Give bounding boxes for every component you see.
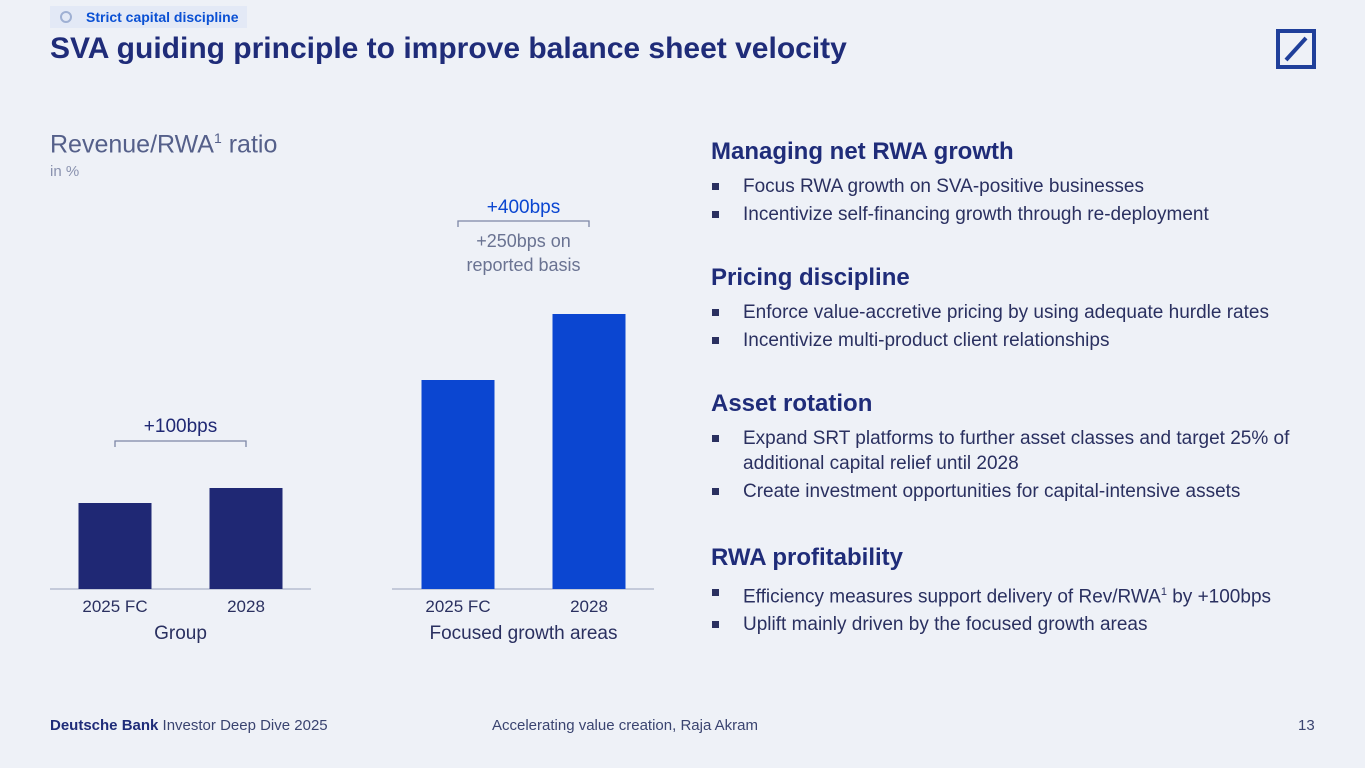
annotation-bracket (457, 220, 590, 227)
chart-title: Revenue/RWA1 ratio (50, 130, 278, 159)
section-asset-rotation: Asset rotation Expand SRT platforms to f… (711, 390, 1331, 507)
chart-unit: in % (50, 163, 80, 180)
bullet-item: Uplift mainly driven by the focused grow… (711, 612, 1331, 637)
section-tag-label: Strict capital discipline (86, 9, 239, 25)
deutsche-bank-logo-icon (1276, 29, 1316, 69)
annotation-subtext: +250bps on reported basis (466, 231, 580, 275)
bullet-item: Incentivize multi-product client relatio… (711, 328, 1331, 353)
section-tag: Strict capital discipline (50, 6, 247, 28)
section-pricing: Pricing discipline Enforce value-accreti… (711, 264, 1331, 356)
x-tick-label: 2028 (570, 597, 608, 616)
bullet-item: Efficiency measures support delivery of … (711, 580, 1331, 609)
chart-group-title: Group (154, 623, 207, 644)
annotation-label: +100bps (144, 416, 217, 437)
section-heading: Managing net RWA growth (711, 138, 1014, 165)
footer-center: Accelerating value creation, Raja Akram (492, 717, 758, 734)
bar-focused-1 (552, 314, 626, 589)
x-tick-label: 2025 FC (82, 597, 147, 616)
footer-brand: Deutsche Bank Investor Deep Dive 2025 (50, 717, 328, 734)
bar-group-0 (78, 503, 152, 589)
bar-charts: 2025 FC 2028 Group +100bps 2025 FC 2028 Focuse… (50, 197, 654, 644)
bullet-item: Create investment opportunities for capi… (711, 479, 1331, 504)
x-tick-label: 2028 (227, 597, 265, 616)
bullet-item: Enforce value-accretive pricing by using… (711, 300, 1331, 325)
bullet-item: Expand SRT platforms to further asset cl… (711, 426, 1331, 476)
progress-ring-icon (60, 11, 72, 23)
section-heading: Pricing discipline (711, 264, 910, 291)
section-rwa-profitability: RWA profitability Efficiency measures su… (711, 544, 1331, 640)
bar-focused-0 (421, 380, 495, 589)
bullet-item: Incentivize self-financing growth throug… (711, 202, 1331, 227)
annotation-label: +400bps (487, 197, 560, 218)
section-managing-rwa: Managing net RWA growth Focus RWA growth… (711, 138, 1331, 230)
annotation-bracket (114, 440, 247, 447)
bullet-item: Focus RWA growth on SVA-positive busines… (711, 174, 1331, 199)
section-heading: Asset rotation (711, 390, 873, 417)
x-tick-label: 2025 FC (425, 597, 490, 616)
chart-group-title: Focused growth areas (430, 623, 618, 644)
page-number: 13 (1298, 717, 1315, 734)
section-heading: RWA profitability (711, 544, 903, 571)
page-title: SVA guiding principle to improve balance… (50, 32, 847, 65)
bar-group-1 (209, 488, 283, 589)
